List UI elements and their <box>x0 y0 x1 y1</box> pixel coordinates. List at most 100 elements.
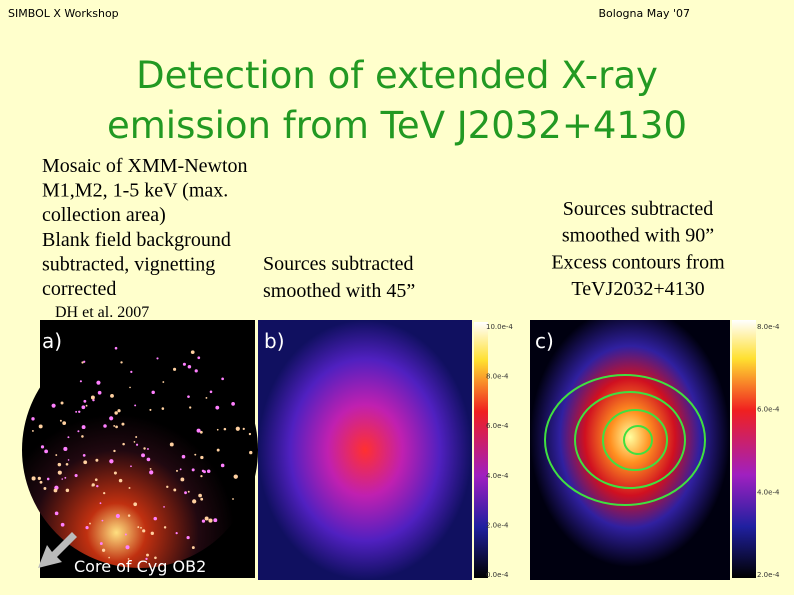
star <box>109 459 114 464</box>
star <box>154 556 157 560</box>
star <box>110 393 114 398</box>
colorbar-label: 4.0e-4 <box>757 488 780 496</box>
star <box>46 477 50 481</box>
panel-label: a) <box>42 329 62 353</box>
star <box>199 430 203 434</box>
star <box>175 469 179 472</box>
title-line: emission from TeV J2032+4130 <box>107 104 687 147</box>
star <box>201 469 205 473</box>
star <box>97 390 102 395</box>
colorbar-label: 0.0e-4 <box>486 571 509 579</box>
star <box>206 469 211 473</box>
left-text: M1,M2, 1-5 keV (max. <box>42 180 228 202</box>
star <box>82 453 86 457</box>
middle-text: smoothed with 45” <box>263 280 415 302</box>
citation: DH et al. 2007 <box>55 304 149 321</box>
star <box>124 533 127 536</box>
star <box>149 470 154 475</box>
star <box>62 421 67 426</box>
star <box>200 455 204 460</box>
star <box>57 462 62 467</box>
star <box>197 356 201 360</box>
star <box>187 364 192 369</box>
right-text: TeVJ2032+4130 <box>571 278 704 300</box>
middle-text: Sources subtracted <box>263 253 414 275</box>
star <box>59 419 62 422</box>
star <box>163 506 165 508</box>
star <box>189 406 192 409</box>
colorbar-label: 4.0e-4 <box>486 472 509 480</box>
star <box>83 360 86 363</box>
star <box>60 401 64 405</box>
panel-b <box>258 320 472 580</box>
star <box>99 502 102 505</box>
star <box>83 460 88 465</box>
star <box>156 357 159 360</box>
star <box>162 381 165 383</box>
star <box>101 519 104 522</box>
star <box>191 468 195 472</box>
star <box>169 442 174 447</box>
star <box>187 490 190 493</box>
star <box>61 478 64 480</box>
star <box>31 429 34 432</box>
star <box>114 411 118 415</box>
star <box>216 428 219 431</box>
star <box>194 369 198 373</box>
star <box>186 535 190 540</box>
star <box>89 522 91 525</box>
star <box>81 435 84 438</box>
star <box>180 477 185 482</box>
star <box>137 526 140 529</box>
star <box>248 432 252 436</box>
star <box>78 410 81 413</box>
star <box>94 478 98 482</box>
star <box>145 557 148 561</box>
colorbar-label: 2.0e-4 <box>757 571 780 579</box>
star <box>57 470 62 475</box>
right-text: Excess contours from <box>551 251 725 273</box>
star <box>31 417 35 421</box>
star <box>55 454 58 457</box>
star <box>166 485 169 488</box>
star <box>65 488 70 493</box>
star <box>127 514 131 517</box>
star <box>133 502 138 507</box>
star <box>215 405 220 410</box>
star <box>149 467 152 470</box>
star <box>151 390 155 395</box>
star <box>146 553 149 557</box>
left-text: Blank field background <box>42 229 231 251</box>
star <box>187 395 190 399</box>
colorbar-label: 8.0e-4 <box>757 323 780 331</box>
star <box>231 402 235 406</box>
star <box>142 529 146 533</box>
star <box>201 519 206 523</box>
star <box>95 458 99 462</box>
star <box>75 410 78 413</box>
star <box>103 424 107 428</box>
star <box>184 491 187 495</box>
star <box>31 476 36 481</box>
panel-label: c) <box>535 329 554 353</box>
star <box>143 447 146 450</box>
star <box>130 370 133 374</box>
star <box>191 546 195 549</box>
star <box>205 396 208 399</box>
star <box>113 424 116 427</box>
star <box>103 492 106 495</box>
star <box>192 499 197 504</box>
star <box>43 487 47 490</box>
panel-a-image <box>22 332 258 568</box>
star <box>118 478 123 483</box>
star <box>92 398 95 402</box>
star <box>122 442 125 446</box>
star <box>133 441 136 443</box>
colorbar-label: 6.0e-4 <box>757 406 780 414</box>
annotation: Core of Cyg OB2 <box>74 557 206 576</box>
star <box>115 425 118 429</box>
star <box>134 404 137 407</box>
star <box>83 399 87 403</box>
star <box>44 449 49 454</box>
